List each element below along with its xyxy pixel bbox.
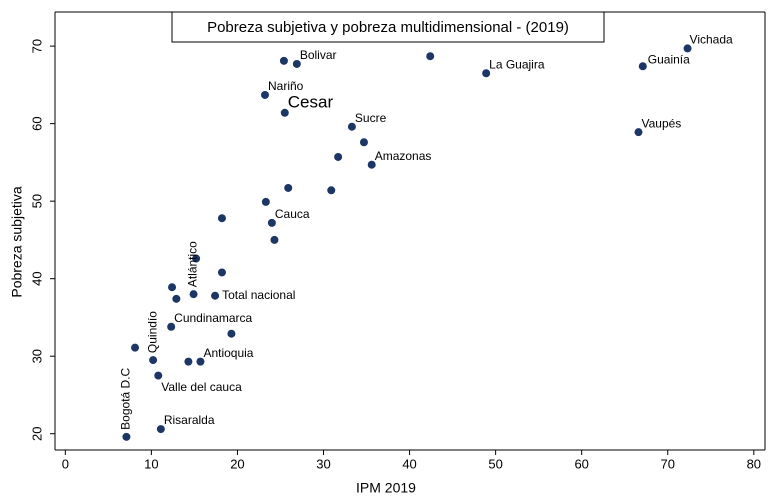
point — [292, 59, 301, 68]
point — [168, 283, 177, 292]
point — [482, 69, 491, 78]
point — [327, 186, 336, 195]
x-tick-label: 30 — [316, 456, 330, 471]
point — [196, 357, 205, 366]
point-label: Bolivar — [300, 48, 337, 62]
y-tick-label: 50 — [29, 194, 44, 208]
point-label: Bogotá D.C — [119, 367, 133, 429]
point-label: Cesar — [288, 92, 334, 111]
point — [217, 214, 226, 223]
x-tick-label: 70 — [661, 456, 675, 471]
point-label: Vaupés — [641, 116, 681, 130]
point — [638, 62, 647, 71]
point-label: Valle del cauca — [161, 380, 242, 394]
y-tick-label: 60 — [29, 116, 44, 130]
x-tick-label: 50 — [488, 456, 502, 471]
point-label: Cauca — [275, 207, 310, 221]
point — [280, 108, 289, 117]
point — [217, 268, 226, 277]
point — [270, 235, 279, 244]
x-tick-label: 0 — [62, 456, 69, 471]
point-label: Risaralda — [164, 413, 215, 427]
point — [167, 322, 176, 331]
point — [154, 371, 163, 380]
point — [261, 197, 270, 206]
point — [184, 357, 193, 366]
point — [172, 294, 181, 303]
point-label: Guainía — [648, 52, 690, 66]
point — [683, 44, 692, 53]
point — [279, 56, 288, 65]
x-tick-label: 60 — [574, 456, 588, 471]
chart-title: Pobreza subjetiva y pobreza multidimensi… — [207, 19, 569, 36]
point — [267, 218, 276, 227]
y-tick-label: 20 — [29, 426, 44, 440]
point — [227, 329, 236, 338]
point — [334, 152, 343, 161]
point — [347, 122, 356, 131]
point-label: Vichada — [690, 33, 733, 47]
point-label: Cundinamarca — [174, 311, 252, 325]
point-label: Amazonas — [375, 149, 432, 163]
point — [367, 160, 376, 169]
point — [156, 425, 165, 434]
y-tick-label: 40 — [29, 271, 44, 285]
point — [634, 128, 643, 137]
x-axis-label: IPM 2019 — [356, 480, 416, 496]
point-label: Total nacional — [222, 288, 295, 302]
point — [426, 52, 435, 61]
point-label: Nariño — [268, 79, 304, 93]
x-tick-label: 10 — [144, 456, 158, 471]
x-tick-label: 80 — [747, 456, 761, 471]
point — [131, 343, 140, 352]
x-tick-label: 20 — [230, 456, 244, 471]
x-tick-label: 40 — [402, 456, 416, 471]
point — [359, 138, 368, 147]
point-label: Atlántico — [186, 241, 200, 287]
point — [192, 254, 201, 263]
point — [189, 290, 198, 299]
point — [149, 356, 158, 365]
point-label: Sucre — [355, 111, 387, 125]
point-label: La Guajira — [489, 57, 545, 71]
y-axis-label: Pobreza subjetiva — [9, 186, 25, 298]
point — [284, 183, 293, 192]
title-box — [171, 11, 605, 43]
point — [260, 90, 269, 99]
point — [122, 432, 131, 441]
y-tick-label: 70 — [29, 39, 44, 53]
point-label: Antioquia — [203, 346, 253, 360]
point — [211, 291, 220, 300]
y-tick-label: 30 — [29, 349, 44, 363]
point-label: Quindío — [145, 311, 159, 353]
